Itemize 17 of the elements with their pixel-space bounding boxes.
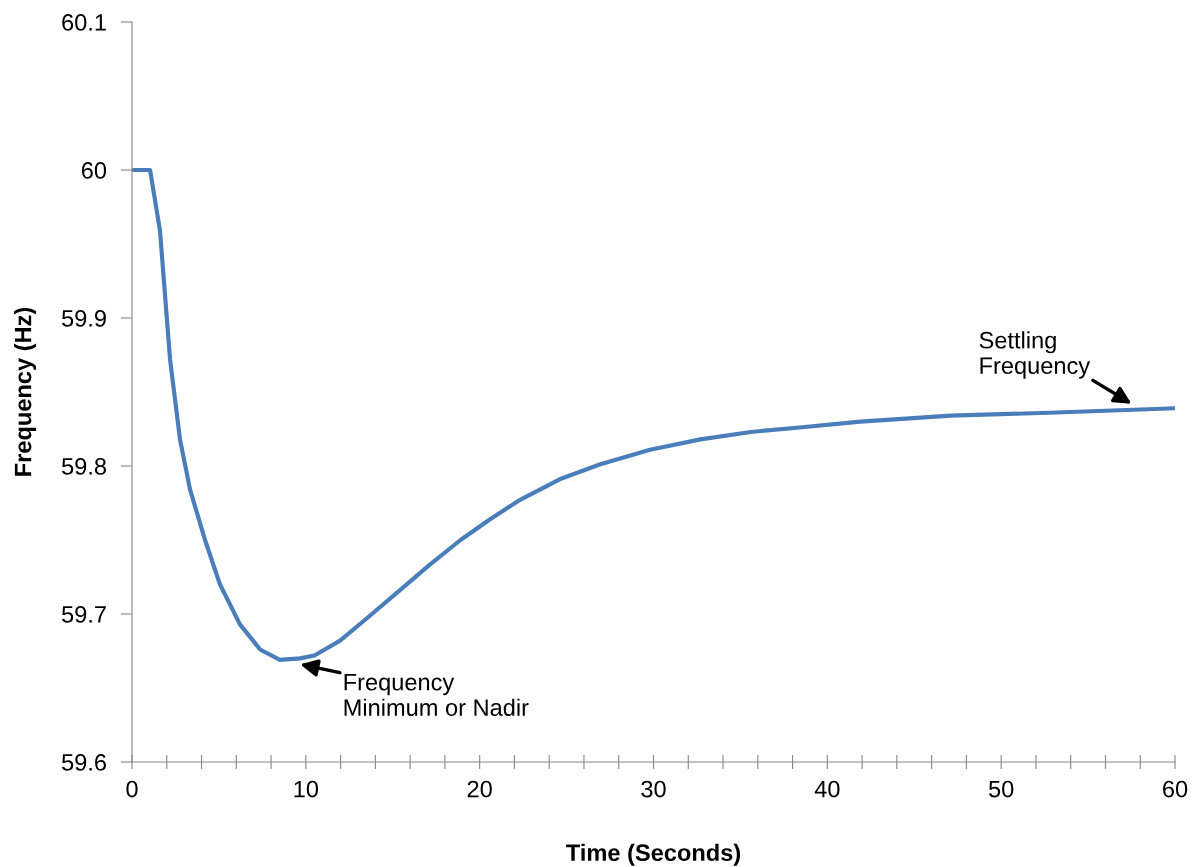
y-tick-label: 60 — [81, 162, 107, 179]
x-tick-label: 30 — [641, 780, 666, 798]
x-tick-label: 0 — [126, 780, 138, 798]
y-tick-label: 59.6 — [62, 754, 106, 771]
x-tick-label: 50 — [988, 780, 1014, 798]
y-tick-label: 59.7 — [62, 606, 106, 623]
y-tick-label: 60.1 — [62, 14, 106, 31]
annotation: Settling Frequency — [979, 331, 1091, 379]
annotation: Frequency Minimum or Nadir — [344, 674, 529, 716]
x-axis-title: Time (Seconds) — [566, 843, 741, 866]
x-tick-label: 20 — [467, 780, 492, 798]
x-tick-label: 40 — [814, 780, 840, 798]
y-axis-title: Frequency (Hz) — [14, 307, 37, 476]
x-tick-label: 10 — [294, 780, 319, 798]
y-tick-label: 59.9 — [62, 310, 106, 327]
y-tick-label: 59.8 — [62, 458, 106, 475]
x-tick-label: 60 — [1163, 780, 1188, 798]
